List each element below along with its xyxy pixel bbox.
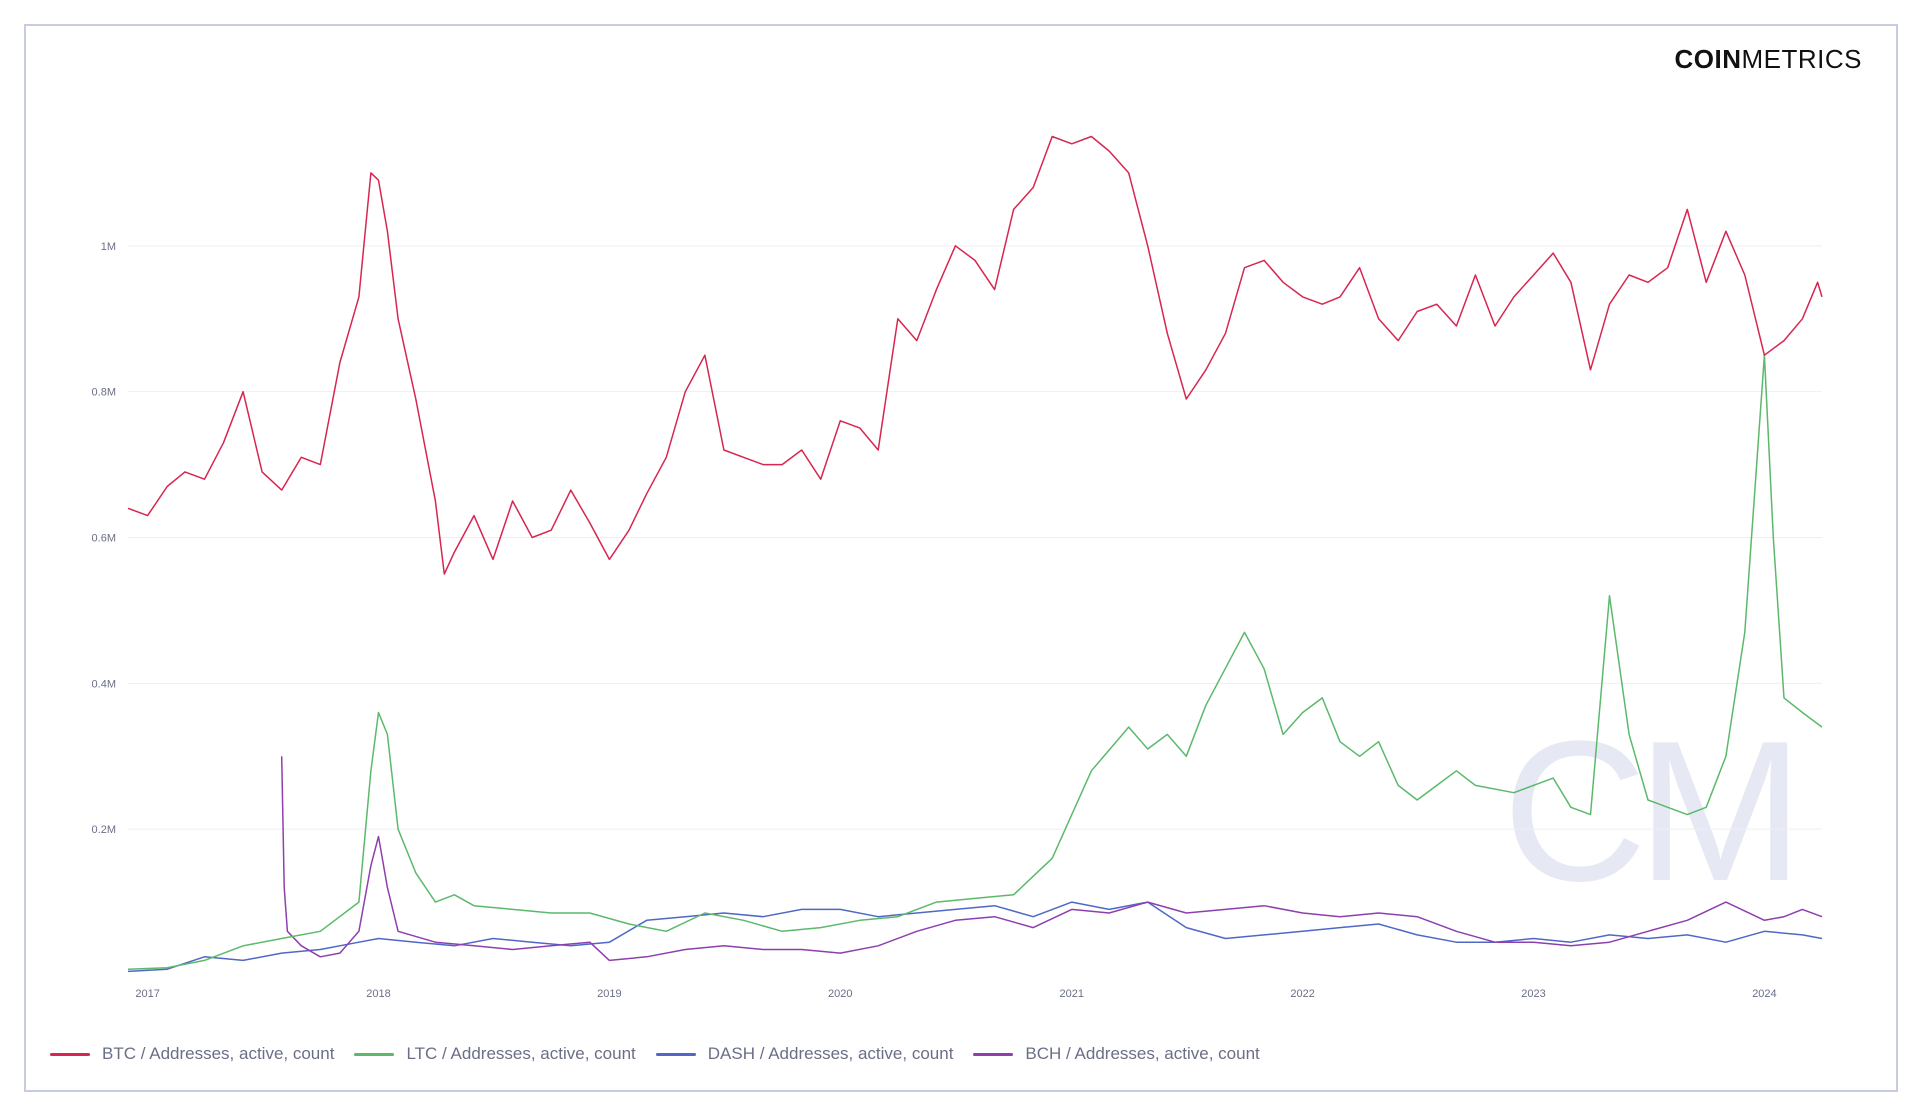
y-tick-label: 0.2M (92, 824, 116, 836)
x-tick-label: 2018 (366, 988, 390, 1000)
legend-item-bch[interactable]: BCH / Addresses, active, count (973, 1044, 1260, 1064)
legend-item-btc[interactable]: BTC / Addresses, active, count (50, 1044, 334, 1064)
y-tick-label: 0.4M (92, 678, 116, 690)
x-tick-label: 2021 (1060, 988, 1084, 1000)
grid-lines (128, 245, 1822, 830)
coinmetrics-logo: COINMETRICS (1675, 44, 1863, 75)
x-tick-label: 2022 (1290, 988, 1314, 1000)
x-tick-label: 2019 (597, 988, 621, 1000)
series-lines (127, 135, 1823, 973)
y-tick-label: 1M (101, 241, 116, 253)
series-line-dash (127, 901, 1823, 973)
y-tick-label: 0.6M (92, 533, 116, 545)
x-tick-label: 2020 (828, 988, 852, 1000)
legend-swatch-ltc (354, 1052, 395, 1056)
chart-legend: BTC / Addresses, active, count LTC / Add… (50, 1044, 1260, 1064)
x-tick-label: 2024 (1752, 988, 1776, 1000)
logo-bold-text: COIN (1674, 44, 1742, 74)
series-line-ltc (127, 354, 1823, 970)
chart-frame (24, 24, 1898, 1092)
y-tick-label: 0.8M (92, 387, 116, 399)
legend-label-bch: BCH / Addresses, active, count (1025, 1044, 1260, 1063)
legend-item-dash[interactable]: DASH / Addresses, active, count (655, 1044, 954, 1064)
legend-swatch-dash (655, 1052, 696, 1056)
legend-label-dash: DASH / Addresses, active, count (707, 1044, 954, 1063)
x-tick-label: 2017 (135, 988, 159, 1000)
cm-watermark: CM (1502, 700, 1793, 923)
legend-label-ltc: LTC / Addresses, active, count (406, 1044, 636, 1063)
legend-label-btc: BTC / Addresses, active, count (102, 1044, 335, 1063)
legend-swatch-bch (973, 1052, 1014, 1056)
series-line-btc (127, 135, 1823, 575)
y-axis-tick-labels: 0.2M 0.4M 0.6M 0.8M 1M (92, 241, 116, 836)
x-tick-label: 2023 (1521, 988, 1545, 1000)
x-axis-tick-labels: 2017 2018 2019 2020 2021 2022 2023 2024 (135, 988, 1776, 1000)
legend-item-ltc[interactable]: LTC / Addresses, active, count (354, 1044, 636, 1064)
logo-light-text: METRICS (1741, 44, 1862, 74)
legend-swatch-btc (50, 1052, 90, 1056)
series-line-bch (280, 756, 1823, 962)
